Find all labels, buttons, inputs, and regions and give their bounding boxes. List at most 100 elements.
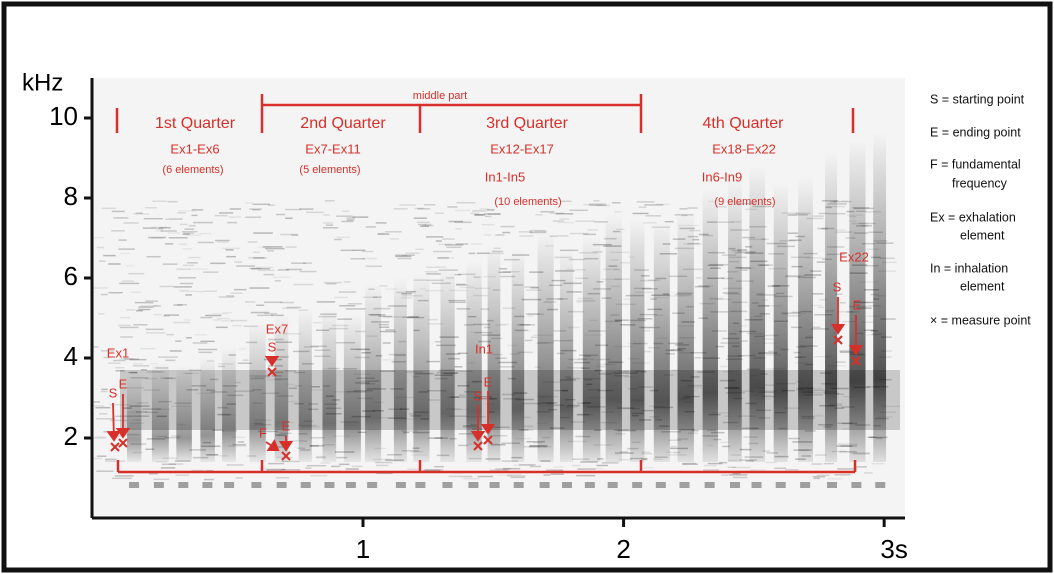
noise (524, 286, 537, 288)
noise (210, 263, 225, 265)
noise (234, 261, 242, 263)
noise (263, 274, 274, 276)
noise (813, 476, 825, 478)
noise (543, 474, 550, 476)
noise (191, 215, 197, 217)
quarter-label: 3rd Quarter (486, 115, 568, 132)
noise (378, 233, 385, 235)
noise (729, 474, 747, 476)
element-column (202, 482, 212, 488)
noise (227, 464, 244, 466)
point-label: S (109, 385, 118, 400)
noise (238, 441, 244, 443)
noise (474, 214, 485, 216)
noise (161, 467, 176, 469)
legend-entry: In = inhalation (930, 261, 1008, 275)
noise (128, 273, 144, 275)
noise (276, 477, 289, 479)
noise (193, 222, 213, 224)
element-column (656, 482, 666, 488)
noise (217, 241, 228, 243)
figure: 246810123s kHz middle part 1st Quarter 2… (0, 0, 1054, 574)
element-column (277, 482, 287, 488)
noise (376, 222, 387, 224)
noise (385, 329, 394, 331)
noise (120, 336, 133, 338)
noise (291, 234, 298, 236)
noise (435, 341, 441, 343)
noise (495, 234, 504, 236)
noise (449, 476, 461, 478)
noise (175, 474, 189, 476)
noise (120, 317, 130, 319)
noise (97, 247, 104, 249)
noise (285, 218, 293, 220)
noise (454, 222, 471, 224)
point-label: E (119, 376, 128, 391)
noise (175, 340, 181, 342)
noise (439, 244, 453, 246)
noise (815, 454, 826, 456)
noise (256, 305, 264, 307)
element-column (585, 482, 595, 488)
noise (437, 257, 449, 259)
noise (253, 251, 260, 253)
noise (273, 276, 291, 278)
noise (165, 360, 175, 362)
element-column (466, 261, 481, 462)
point-label: In1 (475, 341, 493, 356)
noise (179, 243, 187, 245)
element-column (415, 482, 425, 488)
noise (323, 214, 330, 216)
noise (219, 212, 233, 214)
noise (442, 238, 455, 240)
noise (163, 263, 178, 265)
noise (535, 214, 542, 216)
noise (470, 243, 482, 245)
noise (222, 248, 240, 250)
noise (231, 320, 247, 322)
noise (114, 435, 122, 437)
noise (720, 366, 727, 368)
legend-entry: F = fundamental (930, 157, 1021, 171)
noise (105, 460, 125, 462)
noise (633, 213, 649, 215)
noise (455, 210, 470, 212)
noise (112, 478, 132, 480)
noise (485, 216, 492, 218)
noise (455, 228, 462, 230)
noise (174, 286, 192, 288)
noise (174, 322, 191, 324)
noise (299, 208, 313, 210)
noise (146, 332, 165, 334)
noise (596, 465, 608, 467)
noise (812, 293, 823, 295)
noise (550, 212, 564, 214)
noise (236, 265, 255, 267)
noise (108, 362, 121, 364)
noise (551, 473, 564, 475)
noise (456, 202, 475, 204)
noise (165, 243, 173, 245)
noise (145, 207, 157, 209)
noise (177, 304, 187, 306)
noise (425, 469, 444, 471)
noise (285, 209, 301, 211)
noise (348, 303, 362, 305)
noise (180, 291, 197, 293)
noise (103, 431, 122, 433)
noise (215, 215, 228, 217)
noise (519, 464, 536, 466)
noise (154, 314, 162, 316)
noise (176, 268, 190, 270)
noise (317, 301, 336, 303)
noise (732, 467, 751, 469)
arrow (113, 403, 114, 440)
noise (594, 221, 608, 223)
noise (102, 208, 116, 210)
noise (399, 204, 416, 206)
element-column (512, 250, 524, 462)
element-column (776, 482, 786, 488)
noise (344, 281, 351, 283)
noise (96, 418, 115, 420)
